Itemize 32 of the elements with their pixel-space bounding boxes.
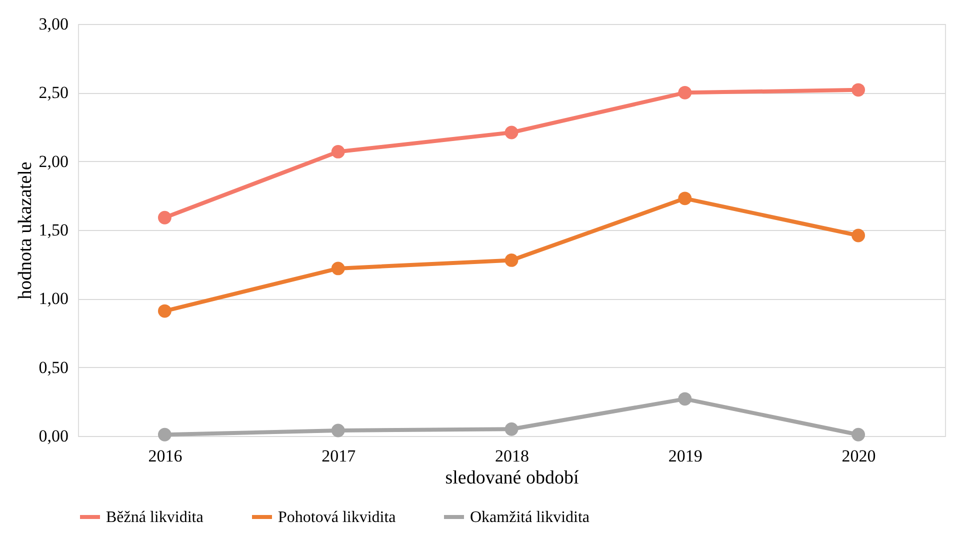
point xyxy=(158,304,172,318)
y-tick-label: 0,50 xyxy=(38,358,68,377)
legend-label: Pohotová likvidita xyxy=(278,509,396,526)
y-tick-label: 2,00 xyxy=(38,152,68,171)
y-tick-label: 1,00 xyxy=(38,289,68,308)
point xyxy=(678,392,692,406)
point xyxy=(852,228,866,242)
point xyxy=(331,145,345,158)
point xyxy=(504,126,518,140)
point xyxy=(331,424,345,438)
x-tick-label: 2020 xyxy=(842,446,876,466)
point xyxy=(504,254,518,267)
x-axis-title: sledované období xyxy=(445,468,580,488)
point xyxy=(678,86,692,100)
point xyxy=(678,192,692,206)
x-tick-label: 2018 xyxy=(495,446,529,466)
legend-label: Okamžitá likvidita xyxy=(470,509,590,526)
point xyxy=(504,422,518,436)
y-tick-label: 1,50 xyxy=(38,220,68,240)
y-tick-label: 0,00 xyxy=(38,426,68,446)
point xyxy=(158,210,172,224)
point xyxy=(852,428,866,442)
y-tick-label: 3,00 xyxy=(38,14,68,34)
point xyxy=(331,262,345,276)
y-tick-label: 2,50 xyxy=(38,83,68,102)
x-tick-label: 2016 xyxy=(148,446,182,466)
point xyxy=(158,428,172,442)
legend-label: Běžná likvidita xyxy=(106,509,204,526)
y-axis-title: hodnota ukazatele xyxy=(14,162,36,300)
x-tick-label: 2017 xyxy=(322,446,356,466)
x-tick-label: 2019 xyxy=(668,446,702,466)
point xyxy=(852,83,866,97)
